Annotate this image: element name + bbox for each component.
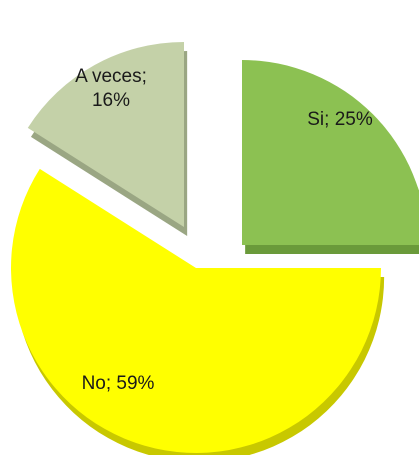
pie-slice-si [242,60,419,245]
slice-tops [11,42,419,453]
pie-slice-a-veces [27,42,184,227]
data-label-no: No; 59% [82,373,155,394]
data-label-a-veces: A veces; 16% [75,66,147,111]
slice-labels: Si; 25% No; 59% A veces; 16% [75,66,373,394]
pie-slice-no [11,168,382,453]
data-label-si: Si; 25% [307,109,373,130]
